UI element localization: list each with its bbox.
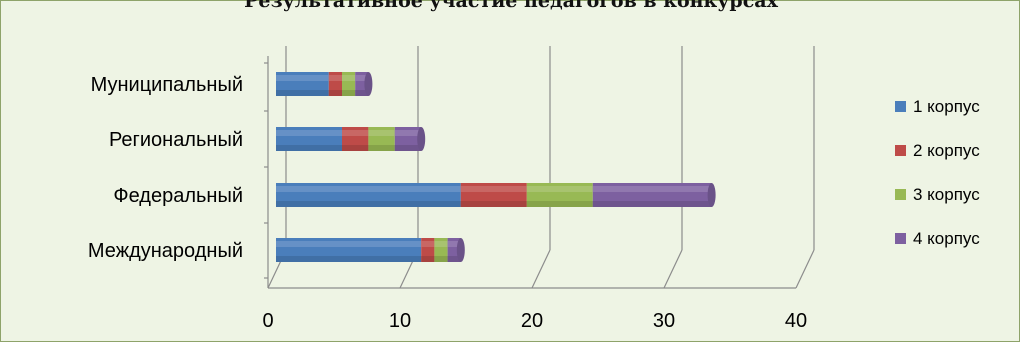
bar-highlight xyxy=(355,75,369,81)
bar-shadow xyxy=(342,90,356,96)
bar-segment xyxy=(394,127,422,151)
category-label: Международный xyxy=(88,240,243,262)
bar-segment xyxy=(342,127,369,151)
category-label: Муниципальный xyxy=(91,74,243,96)
legend-label: 1 корпус xyxy=(913,97,980,116)
legend-item: 1 корпус xyxy=(895,97,980,116)
bar-highlight xyxy=(460,186,527,192)
bar-cap xyxy=(417,127,426,151)
bar-segment xyxy=(460,183,527,207)
legend-label: 3 корпус xyxy=(913,185,980,204)
bar-shadow xyxy=(276,201,461,207)
bar-segment xyxy=(342,72,356,96)
bar-segment xyxy=(276,183,461,207)
bar-shadow xyxy=(276,90,329,96)
legend-item: 2 корпус xyxy=(895,141,980,160)
bar-highlight xyxy=(394,130,422,136)
legend-swatch xyxy=(895,233,906,244)
gridline xyxy=(663,249,683,289)
bar-shadow xyxy=(276,256,422,262)
bar-highlight xyxy=(447,241,461,247)
category-label: Федеральный xyxy=(113,185,243,207)
bar-highlight xyxy=(276,186,461,192)
bar-segment xyxy=(434,238,448,262)
bar-highlight xyxy=(276,130,342,136)
legend-label: 2 корпус xyxy=(913,141,980,160)
bar-segment xyxy=(421,238,435,262)
bar-highlight xyxy=(526,186,593,192)
bar-highlight xyxy=(368,130,395,136)
bar-highlight xyxy=(276,75,329,81)
bar-shadow xyxy=(328,90,342,96)
x-tick-label: 30 xyxy=(653,310,675,332)
bar-highlight xyxy=(421,241,435,247)
x-tick-label: 20 xyxy=(521,310,543,332)
legend-item: 4 корпус xyxy=(895,229,980,248)
bar-shadow xyxy=(421,256,435,262)
bar-shadow xyxy=(447,256,461,262)
bar-segment xyxy=(276,72,329,96)
bar-highlight xyxy=(342,130,369,136)
bar-highlight xyxy=(342,75,356,81)
bar-highlight xyxy=(328,75,342,81)
bar-segment xyxy=(328,72,342,96)
x-tick-label: 0 xyxy=(262,310,273,332)
bar-shadow xyxy=(526,201,593,207)
bar-segment xyxy=(592,183,712,207)
bar-shadow xyxy=(368,145,395,151)
x-tick-label: 40 xyxy=(785,310,807,332)
bar-shadow xyxy=(434,256,448,262)
bar-segment xyxy=(368,127,395,151)
bar-highlight xyxy=(592,186,712,192)
bar-segment xyxy=(276,238,422,262)
bar-shadow xyxy=(394,145,422,151)
x-tick-label: 10 xyxy=(389,310,411,332)
legend-label: 4 корпус xyxy=(913,229,980,248)
legend-swatch xyxy=(895,189,906,200)
bar-cap xyxy=(707,183,716,207)
legend-item: 3 корпус xyxy=(895,185,980,204)
chart-title: Результативное участие педагогов в конку… xyxy=(244,0,778,12)
bar-cap xyxy=(456,238,465,262)
bar-segment xyxy=(276,127,342,151)
bar-shadow xyxy=(355,90,369,96)
gridline xyxy=(531,249,551,289)
bar-highlight xyxy=(434,241,448,247)
legend-swatch xyxy=(895,101,906,112)
category-label: Региональный xyxy=(109,129,243,151)
bar-shadow xyxy=(592,201,712,207)
bar-highlight xyxy=(276,241,422,247)
bar-cap xyxy=(364,72,373,96)
bar-shadow xyxy=(342,145,369,151)
legend-swatch xyxy=(895,145,906,156)
gridline xyxy=(795,249,815,289)
bar-segment xyxy=(526,183,593,207)
bar-shadow xyxy=(276,145,342,151)
bar-shadow xyxy=(460,201,527,207)
